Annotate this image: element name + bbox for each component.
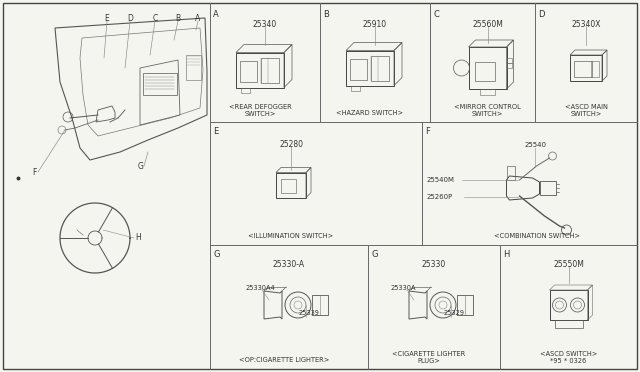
Bar bbox=[574, 61, 591, 77]
Text: <COMBINATION SWITCH>: <COMBINATION SWITCH> bbox=[495, 233, 580, 239]
Bar bbox=[261, 58, 279, 83]
Bar bbox=[143, 73, 177, 95]
Text: C: C bbox=[433, 10, 439, 19]
Text: 25540M: 25540M bbox=[427, 177, 455, 183]
Text: 25280: 25280 bbox=[279, 140, 303, 149]
Bar bbox=[371, 56, 389, 80]
Text: PLUG>: PLUG> bbox=[417, 358, 440, 364]
Bar bbox=[236, 52, 284, 87]
Bar bbox=[554, 320, 582, 328]
Text: 25330A4: 25330A4 bbox=[246, 285, 276, 291]
Bar bbox=[591, 61, 599, 77]
Bar bbox=[468, 47, 506, 89]
Text: <REAR DEFOGGER: <REAR DEFOGGER bbox=[228, 104, 291, 110]
Bar bbox=[350, 58, 367, 80]
Text: <HAZARD SWITCH>: <HAZARD SWITCH> bbox=[337, 110, 404, 116]
Bar bbox=[351, 86, 360, 90]
Text: 25540: 25540 bbox=[525, 142, 547, 148]
Text: 25340X: 25340X bbox=[572, 20, 601, 29]
Text: H: H bbox=[503, 250, 509, 259]
Text: 25330A: 25330A bbox=[391, 285, 417, 291]
Bar bbox=[346, 51, 394, 86]
Bar bbox=[276, 173, 306, 198]
Bar bbox=[281, 179, 296, 192]
Text: A: A bbox=[213, 10, 219, 19]
Bar bbox=[312, 295, 328, 315]
Text: D: D bbox=[538, 10, 545, 19]
Text: <ASCD MAIN: <ASCD MAIN bbox=[564, 104, 607, 110]
Bar bbox=[506, 64, 511, 68]
Bar bbox=[474, 62, 495, 81]
Text: <CIGARETTE LIGHTER: <CIGARETTE LIGHTER bbox=[392, 351, 466, 357]
Text: D: D bbox=[127, 14, 133, 23]
Text: <OP:CIGARETTE LIGHTER>: <OP:CIGARETTE LIGHTER> bbox=[239, 357, 329, 363]
Bar bbox=[506, 166, 515, 180]
Text: 25330: 25330 bbox=[422, 260, 446, 269]
Bar bbox=[506, 58, 511, 64]
Text: B: B bbox=[175, 14, 180, 23]
Bar bbox=[457, 295, 473, 315]
Text: E: E bbox=[213, 127, 218, 136]
Bar bbox=[240, 61, 257, 81]
Text: 25329: 25329 bbox=[444, 310, 465, 316]
Text: SWITCH>: SWITCH> bbox=[570, 111, 602, 117]
Text: F: F bbox=[32, 168, 36, 177]
Text: F: F bbox=[425, 127, 430, 136]
Text: 25560M: 25560M bbox=[472, 20, 503, 29]
Bar bbox=[241, 87, 250, 93]
Text: 25550M: 25550M bbox=[553, 260, 584, 269]
Text: 25339: 25339 bbox=[299, 310, 320, 316]
Bar bbox=[186, 55, 201, 80]
Text: C: C bbox=[152, 14, 157, 23]
Text: 25340: 25340 bbox=[253, 20, 277, 29]
Text: *95 * 0326: *95 * 0326 bbox=[550, 358, 587, 364]
Text: G: G bbox=[138, 162, 144, 171]
Text: A: A bbox=[195, 14, 200, 23]
Text: E: E bbox=[104, 14, 109, 23]
Text: G: G bbox=[371, 250, 378, 259]
Text: <ILLUMINATION SWITCH>: <ILLUMINATION SWITCH> bbox=[248, 233, 333, 239]
Text: SWITCH>: SWITCH> bbox=[472, 111, 503, 117]
Text: 25330-A: 25330-A bbox=[273, 260, 305, 269]
Bar bbox=[550, 290, 588, 320]
Bar bbox=[570, 55, 602, 81]
Text: 25260P: 25260P bbox=[427, 194, 453, 200]
Text: <MIRROR CONTROL: <MIRROR CONTROL bbox=[454, 104, 521, 110]
Text: B: B bbox=[323, 10, 329, 19]
Text: <ASCD SWITCH>: <ASCD SWITCH> bbox=[540, 351, 597, 357]
Text: G: G bbox=[213, 250, 220, 259]
Bar bbox=[480, 89, 495, 95]
Text: 25910: 25910 bbox=[363, 20, 387, 29]
Text: SWITCH>: SWITCH> bbox=[244, 111, 276, 117]
Text: H: H bbox=[135, 234, 141, 243]
Bar bbox=[540, 181, 556, 195]
